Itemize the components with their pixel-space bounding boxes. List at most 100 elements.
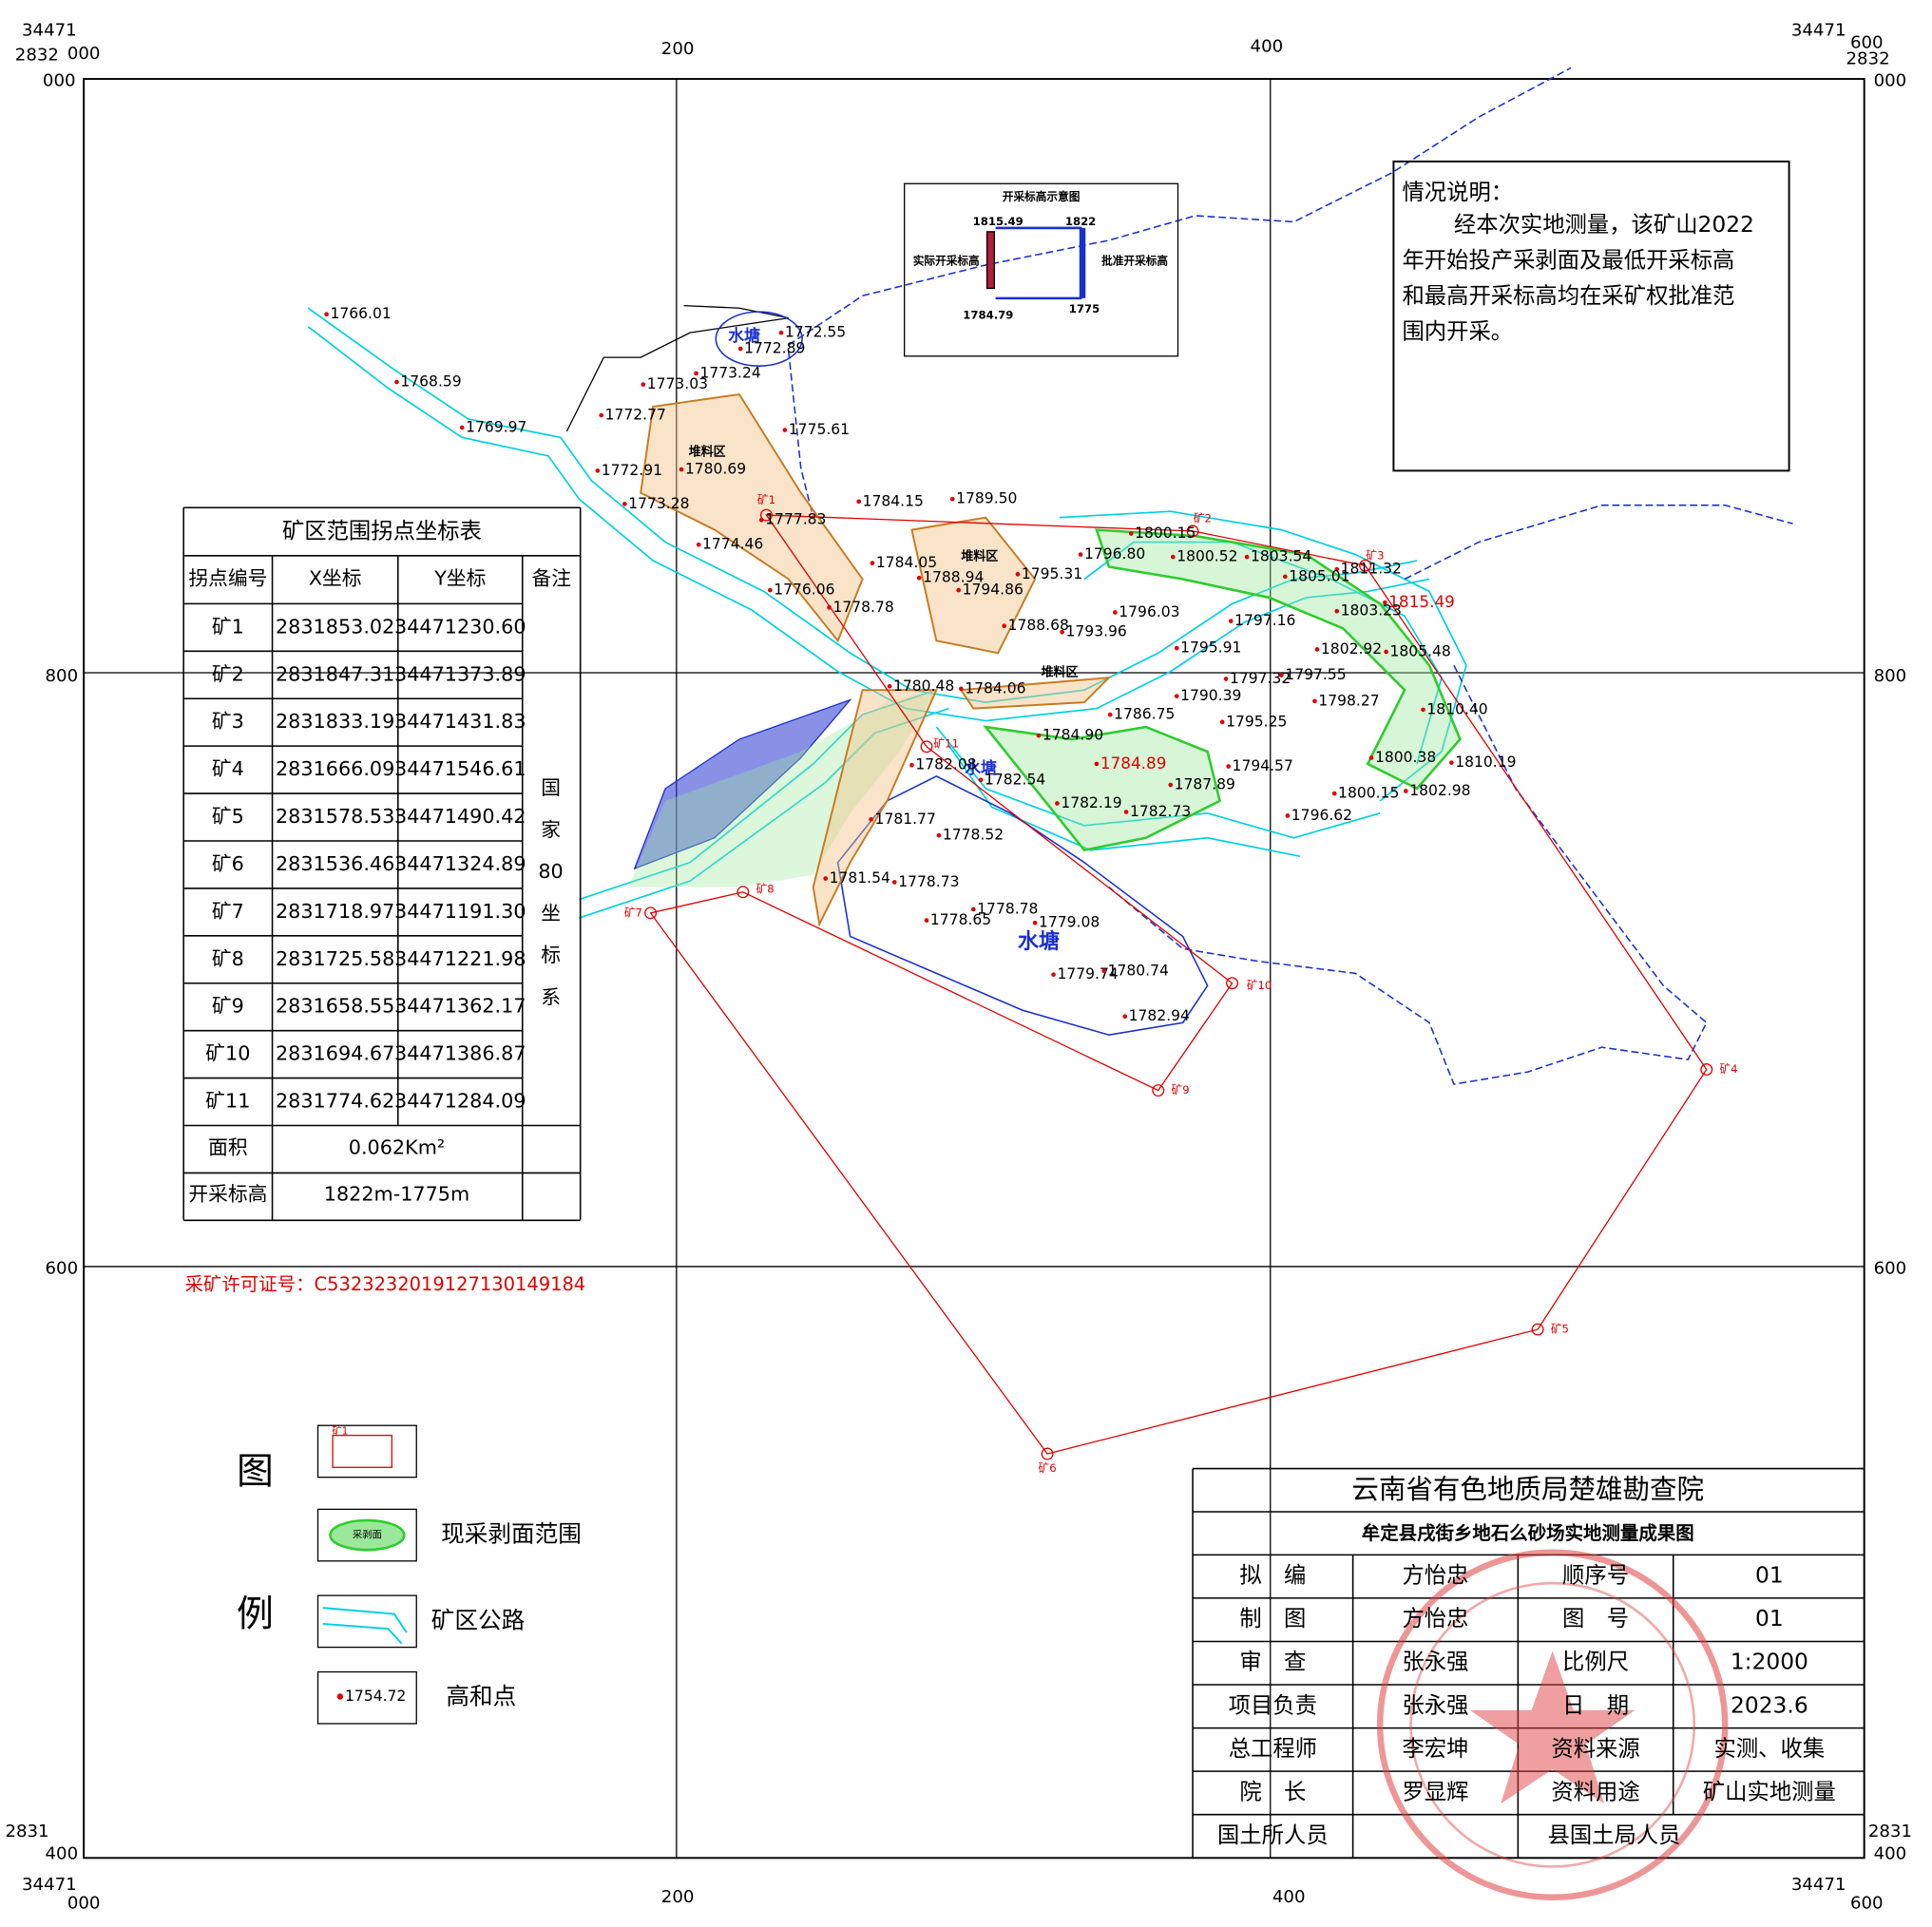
coordinate-label: 34471 — [1791, 21, 1846, 41]
coordinate-label: 34471 — [22, 21, 77, 41]
boundary-marker — [1359, 559, 1372, 572]
elevation-dot — [1078, 552, 1083, 557]
boundary-label: 矿1 — [757, 493, 775, 506]
elevation-label: 1769.97 — [466, 418, 526, 435]
elevation-label: 1784.05 — [876, 554, 937, 571]
table-header: X坐标 — [309, 566, 362, 589]
place-label: 水塘 — [1018, 929, 1060, 954]
elevation-dot — [778, 330, 784, 335]
elevation-label: 1786.75 — [1114, 706, 1175, 723]
elevation-label: 1775.61 — [789, 421, 850, 438]
legend-sample-text: 1754.72 — [345, 1688, 406, 1705]
elevation-label: 1774.46 — [702, 536, 763, 553]
note-frame — [1392, 160, 1790, 472]
legend-label: 现采剥面范围 — [441, 1520, 582, 1548]
table-cell: 34471362.17 — [394, 995, 526, 1018]
titleblock-cell: 方怡忠 — [1402, 1605, 1468, 1631]
table-cell: 34471373.89 — [394, 662, 526, 685]
elevation-label: 1797.32 — [1230, 670, 1291, 687]
mining-boundary — [649, 514, 1708, 1455]
elevation-label: 1794.57 — [1233, 757, 1293, 774]
elevation-dot — [1032, 920, 1038, 925]
table-cell: 矿2 — [212, 662, 244, 685]
boundary-marker — [1186, 525, 1199, 538]
coordinate-label: 200 — [661, 39, 695, 59]
table-cell: 2831666.09 — [276, 757, 394, 780]
legend-label: 高和点 — [446, 1683, 516, 1710]
elevation-label: 1784.89 — [1100, 754, 1167, 773]
elevation-label: 1800.38 — [1375, 749, 1436, 766]
elevation-dot — [694, 371, 698, 376]
elevation-label: 1778.52 — [943, 827, 1004, 844]
elevation-label: 1803.54 — [1251, 548, 1311, 565]
table-cell: 2831658.55 — [276, 995, 394, 1018]
place-label: 堆料区 — [1042, 665, 1079, 680]
elevation-dot — [1170, 554, 1176, 560]
elevation-dot — [1174, 694, 1179, 698]
titleblock-cell: 资料用途 — [1551, 1778, 1639, 1804]
elevation-label: 1782.19 — [1061, 794, 1121, 811]
boundary-marker — [1152, 1084, 1165, 1097]
coordinate-label: 600 — [1850, 32, 1884, 52]
titleblock-cell: 01 — [1755, 1605, 1784, 1631]
place-label: 堆料区 — [689, 444, 726, 459]
table-cell: 矿7 — [212, 900, 244, 923]
elevation-dot — [737, 346, 743, 352]
elevation-dot — [1404, 789, 1408, 793]
titleblock-cell: 总工程师 — [1229, 1735, 1317, 1762]
elevation-dot — [1055, 801, 1060, 806]
titleblock-cell: 矿山实地测量 — [1703, 1778, 1836, 1804]
coordinate-label: 2832 — [15, 45, 59, 65]
note-line: 年开始投产采剥面及最低开采标高 — [1402, 246, 1734, 273]
titleblock-cell: 1:2000 — [1731, 1649, 1808, 1675]
elevation-label: 1777.83 — [765, 511, 826, 528]
titleblock-cell: 图 号 — [1562, 1605, 1629, 1631]
elevation-label: 1782.08 — [915, 756, 976, 773]
place-label: 堆料区 — [961, 549, 998, 564]
elevation-dot — [1282, 574, 1288, 580]
titleblock-cell: 日 期 — [1562, 1691, 1629, 1718]
titleblock-cell: 张永强 — [1402, 1649, 1468, 1675]
table-cell: 矿6 — [212, 852, 244, 875]
elevation-label: 1773.03 — [647, 375, 708, 392]
elevation-dot — [958, 686, 964, 692]
coordinate-label: 2831 — [5, 1822, 48, 1841]
table-cell: 矿1 — [212, 615, 244, 638]
elevation-dot — [856, 499, 862, 505]
titleblock-cell: 01 — [1755, 1562, 1784, 1589]
coordinate-label: 800 — [46, 666, 79, 686]
elevation-dot — [459, 425, 465, 430]
titleblock-cell: 资料来源 — [1551, 1735, 1639, 1762]
boundary-label: 矿8 — [756, 883, 775, 896]
elevation-label: 1766.01 — [330, 305, 391, 322]
boundary-marker — [736, 886, 750, 899]
elevation-dot — [936, 832, 942, 838]
elevation-dot — [949, 496, 955, 502]
titleblock-cell: 方怡忠 — [1402, 1562, 1468, 1589]
elevation-dot — [887, 683, 892, 689]
elevation-label: 1784.15 — [863, 492, 924, 509]
elevation-dot — [1107, 712, 1113, 717]
table-cell: 34471191.30 — [394, 900, 526, 923]
elevation-dot — [1174, 645, 1179, 651]
elevation-dot — [827, 604, 832, 610]
elevation-label: 1795.91 — [1180, 639, 1241, 657]
elevation-dot — [1015, 571, 1021, 577]
actual-bar — [985, 231, 995, 290]
elevation-label: 1778.78 — [977, 900, 1038, 917]
elevation-dot — [1113, 610, 1118, 615]
elevation-dot — [956, 587, 962, 593]
elevation-label: 1773.28 — [628, 495, 689, 512]
elevation-label: 1776.06 — [774, 582, 834, 599]
table-cell: 矿4 — [212, 757, 244, 780]
elevation-label: 1787.89 — [1175, 775, 1235, 792]
table-cell: 0.062Km² — [349, 1135, 445, 1158]
elevation-dot — [1094, 761, 1100, 767]
elevation-dot — [1285, 813, 1291, 818]
titleblock-cell: 2023.6 — [1731, 1691, 1808, 1718]
elevation-dot — [870, 561, 875, 565]
active-face — [983, 725, 1222, 852]
elevation-dot — [1128, 531, 1134, 536]
coordinate-label: 400 — [1272, 1887, 1306, 1907]
